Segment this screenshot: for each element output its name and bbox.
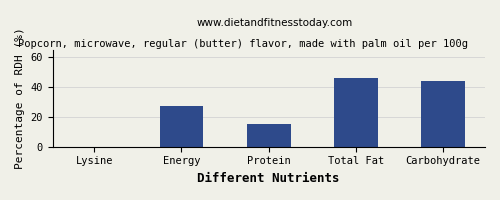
Bar bbox=[247, 124, 290, 147]
Bar bbox=[160, 106, 204, 147]
Text: Popcorn, microwave, regular (butter) flavor, made with palm oil per 100g: Popcorn, microwave, regular (butter) fla… bbox=[18, 39, 468, 49]
Bar bbox=[422, 81, 465, 147]
Y-axis label: Percentage of RDH (%): Percentage of RDH (%) bbox=[15, 27, 25, 169]
X-axis label: Different Nutrients: Different Nutrients bbox=[198, 172, 340, 185]
Text: www.dietandfitnesstoday.com: www.dietandfitnesstoday.com bbox=[197, 18, 353, 28]
Bar bbox=[334, 78, 378, 147]
